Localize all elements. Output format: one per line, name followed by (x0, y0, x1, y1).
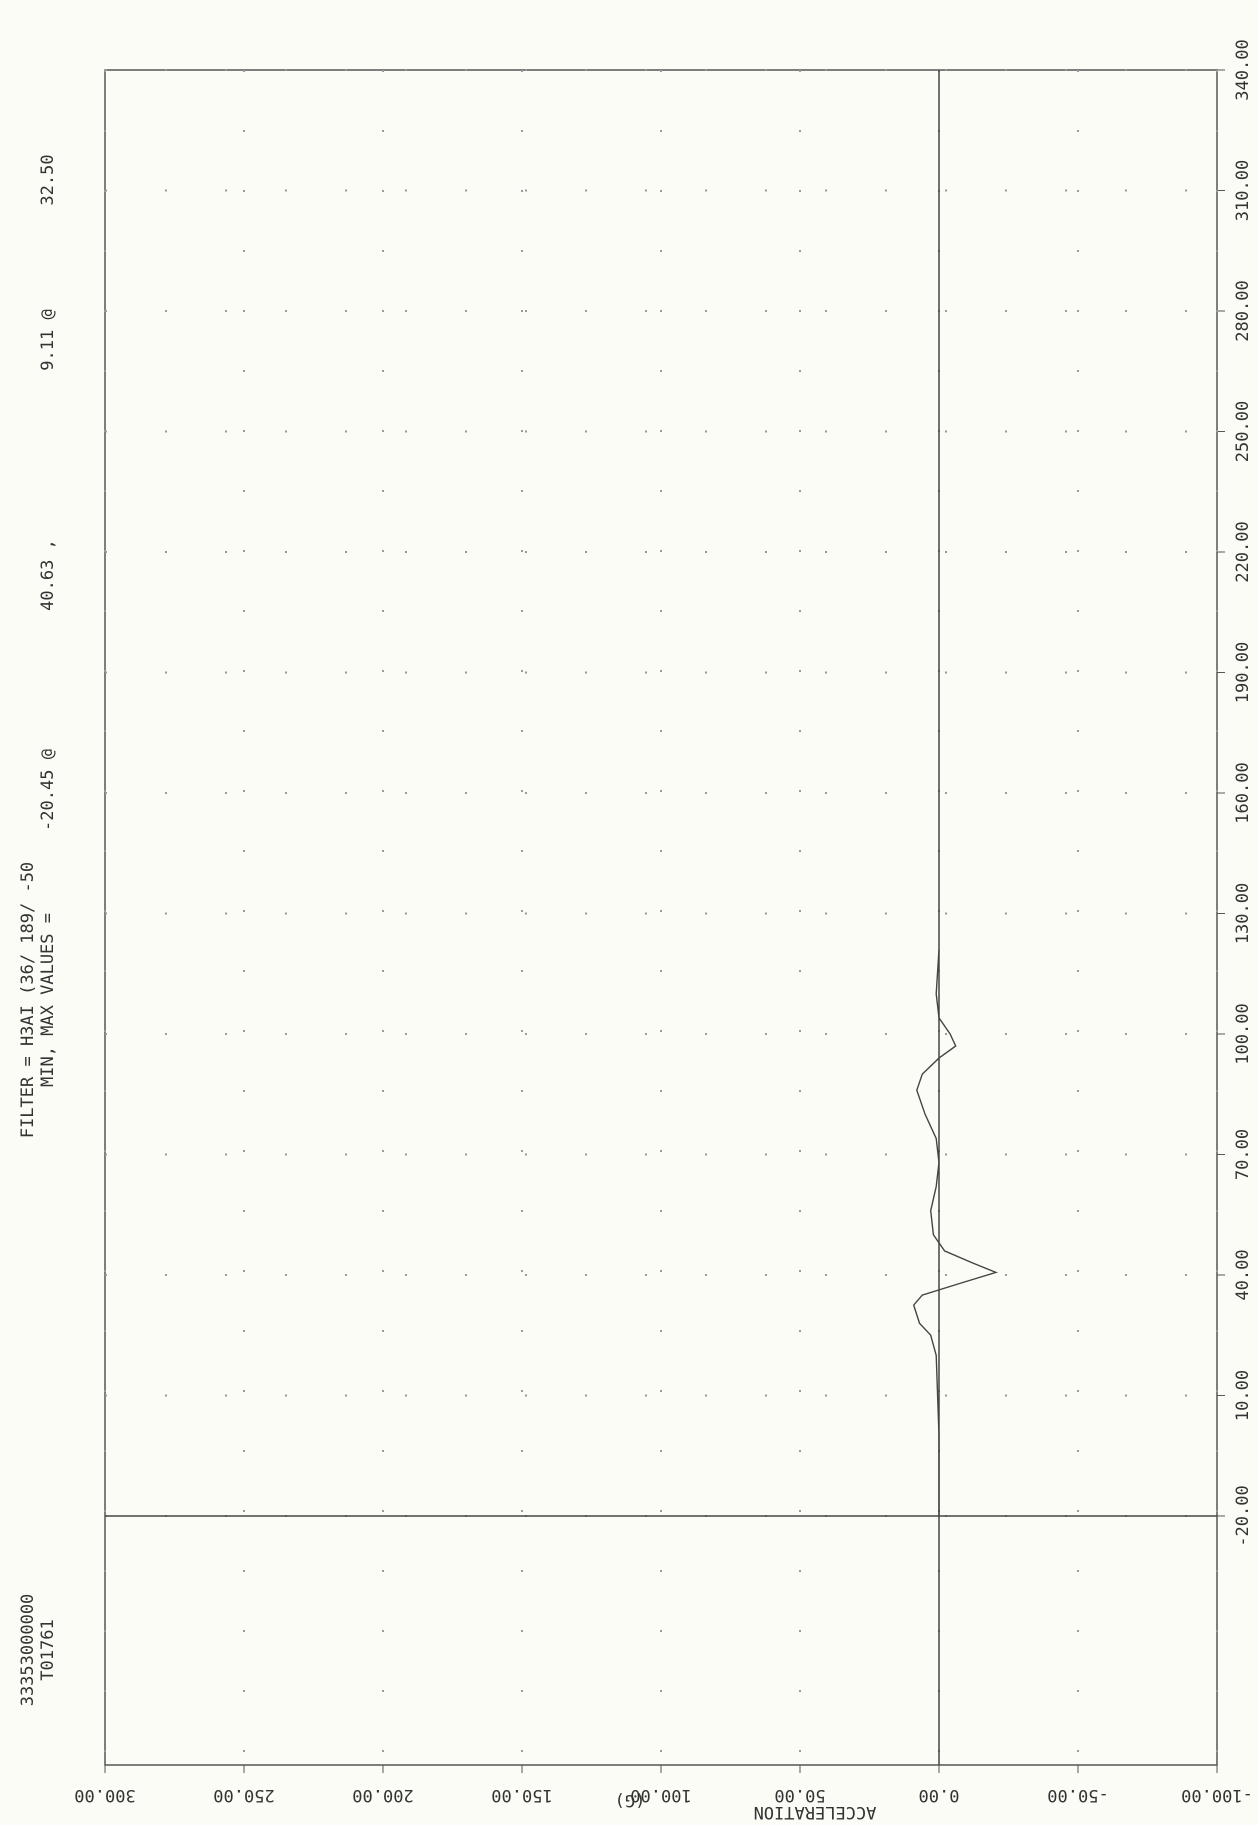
x-tick-label: 340.00 (1233, 39, 1253, 100)
x-tick-label: 100.00 (1233, 1003, 1253, 1064)
x-tick-label: 70.00 (1233, 1129, 1253, 1180)
y-axis-title: ACCELERATION (754, 1802, 877, 1822)
y-tick-label: 250.00 (213, 1785, 274, 1805)
x-tick-label: 130.00 (1233, 883, 1253, 944)
x-tick-label: 160.00 (1233, 762, 1253, 823)
y-tick-label: 100.00 (630, 1785, 691, 1805)
x-tick-label: 310.00 (1233, 160, 1253, 221)
y-tick-label: -100.00 (1181, 1785, 1253, 1805)
x-tick-label: 280.00 (1233, 280, 1253, 341)
x-tick-label: 40.00 (1233, 1249, 1253, 1300)
y-tick-label: 0.00 (919, 1785, 960, 1805)
x-tick-label: 220.00 (1233, 521, 1253, 582)
y-tick-label: 300.00 (74, 1785, 135, 1805)
x-tick-label: 250.00 (1233, 401, 1253, 462)
x-tick-label: -20.00 (1233, 1485, 1253, 1546)
annotation: FILTER = H3AI (36/ 189/ -50 (18, 862, 38, 1138)
y-tick-label: -50.00 (1047, 1785, 1108, 1805)
annotation: 33353000000 (18, 1594, 38, 1707)
annotation: 32.50 (38, 154, 58, 205)
y-tick-label: 150.00 (491, 1785, 552, 1805)
y-tick-label: 200.00 (352, 1785, 413, 1805)
y-tick-label: 50.00 (774, 1785, 825, 1805)
x-tick-label: 10.00 (1233, 1370, 1253, 1421)
annotation: T01761 (38, 1619, 58, 1680)
data-line (912, 949, 998, 1516)
annotation: 9.11 @ (38, 309, 58, 370)
y-axis-unit: (G) (615, 1790, 646, 1810)
annotation: 40.63 , (38, 539, 58, 611)
x-tick-label: 190.00 (1233, 642, 1253, 703)
annotation: MIN, MAX VALUES = (38, 913, 58, 1087)
annotation: -20.45 @ (38, 749, 58, 831)
